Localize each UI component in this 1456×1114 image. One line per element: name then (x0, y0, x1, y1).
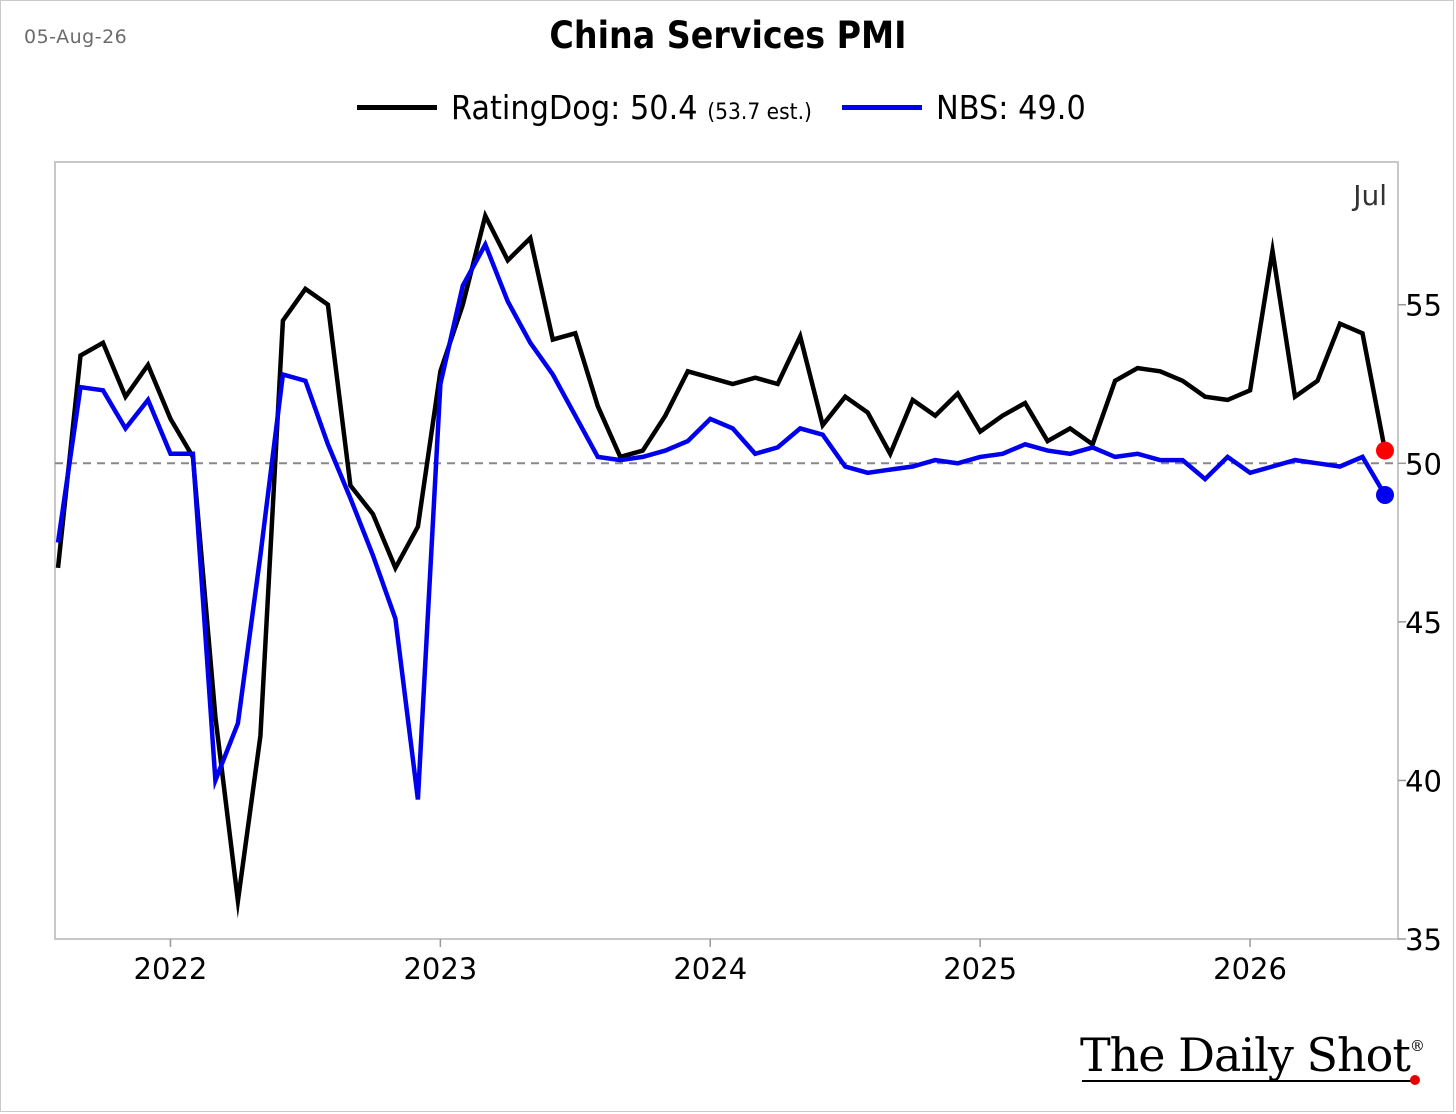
series-line-ratingdog (55, 209, 1388, 919)
y-tick-label: 40 (1405, 764, 1442, 798)
legend-note-ratingdog: (53.7 est.) (707, 100, 813, 125)
legend-value-ratingdog: RatingDog: 50.4 (451, 88, 699, 127)
y-tick-label: 45 (1405, 606, 1442, 640)
x-tick-label: 2026 (1213, 952, 1287, 986)
series-end-point-nbs (1376, 486, 1394, 504)
y-tick-label: 50 (1405, 447, 1442, 481)
brand-dot (1410, 1075, 1420, 1085)
plot-area (54, 161, 1399, 940)
latest-month-annotation: Jul (1351, 179, 1387, 212)
brand-mark: ® (1409, 1036, 1425, 1055)
x-tick-label: 2024 (673, 952, 747, 986)
legend-item-ratingdog: RatingDog: 50.4 (53.7 est.) (357, 88, 843, 127)
legend: RatingDog: 50.4 (53.7 est.) NBS: 49.0 (0, 88, 1456, 127)
y-tick-label: 35 (1405, 923, 1442, 957)
brand-logo: The Daily Shot® (1080, 1028, 1425, 1082)
legend-label-ratingdog: RatingDog: 50.4 (53.7 est.) (451, 88, 812, 127)
brand-underline (1082, 1080, 1418, 1082)
x-tick-label: 2025 (943, 952, 1017, 986)
legend-item-nbs: NBS: 49.0 (841, 88, 1099, 127)
publish-date: 05-Aug-26 (24, 26, 128, 48)
brand-name: The Daily Shot (1080, 1028, 1411, 1082)
legend-swatch-nbs (841, 105, 922, 110)
x-tick-label: 2023 (403, 952, 477, 986)
chart-title: China Services PMI (549, 14, 907, 57)
legend-label-nbs: NBS: 49.0 (935, 88, 1086, 127)
y-tick-label: 55 (1405, 289, 1442, 323)
series-line-nbs (55, 239, 1387, 800)
legend-swatch-ratingdog (357, 105, 438, 110)
x-tick-label: 2022 (134, 952, 208, 986)
series-end-point-ratingdog (1376, 441, 1394, 460)
